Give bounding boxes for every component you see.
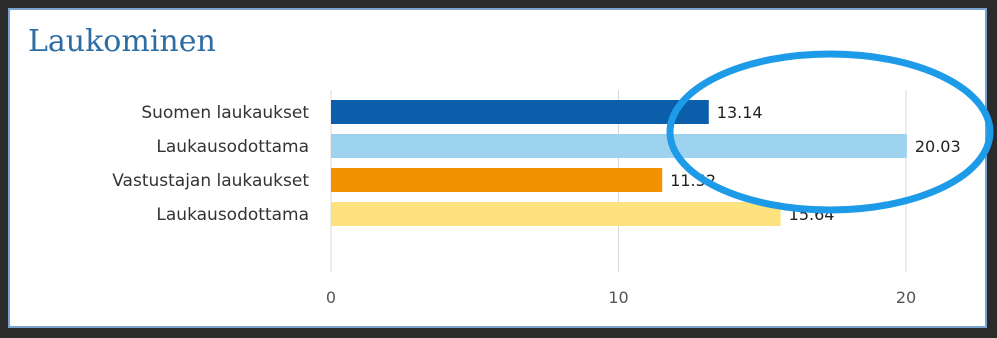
- category-label: Vastustajan laukaukset: [112, 171, 309, 191]
- highlight-ellipse: [666, 50, 994, 214]
- category-label: Suomen laukaukset: [141, 103, 309, 123]
- bar: [331, 168, 663, 192]
- category-label: Laukausodottama: [156, 137, 309, 157]
- bar: [331, 134, 907, 158]
- value-label: 13.14: [717, 103, 763, 122]
- x-tick-label: 10: [608, 288, 628, 307]
- bar: [331, 100, 709, 124]
- x-tick-label: 0: [326, 288, 336, 307]
- panel-title: Laukominen: [28, 24, 216, 59]
- value-label: 20.03: [915, 137, 961, 156]
- category-label: Laukausodottama: [156, 205, 309, 225]
- value-label: 11.52: [670, 171, 716, 190]
- x-tick-label: 20: [896, 288, 916, 307]
- bar: [331, 202, 781, 226]
